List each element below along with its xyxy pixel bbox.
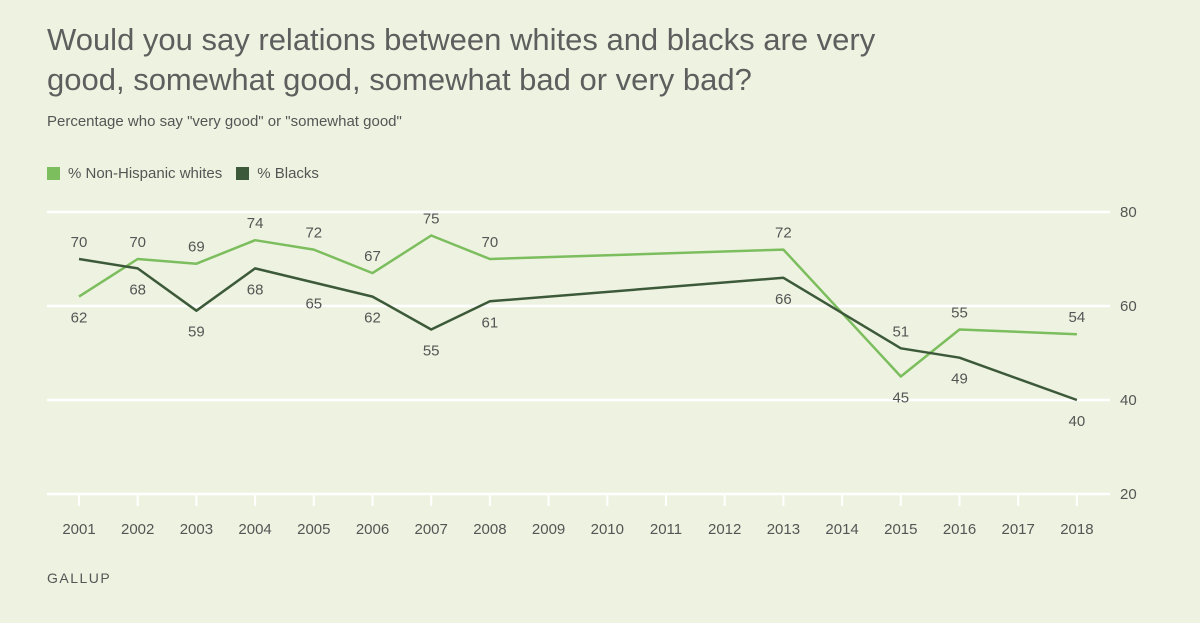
legend-swatch-blacks <box>236 167 250 180</box>
y-tick-label-60: 60 <box>1120 298 1137 315</box>
data-label-blacks-2001: 70 <box>71 234 88 251</box>
data-label-blacks-2013: 66 <box>775 291 792 308</box>
legend: % Non-Hispanic whites % Blacks <box>47 165 333 182</box>
x-tick-label-2016: 2016 <box>943 521 976 538</box>
source-label: GALLUP <box>47 570 112 586</box>
data-label-blacks-2004: 68 <box>247 281 264 298</box>
data-label-blacks-2002: 68 <box>129 281 146 298</box>
x-tick-label-2010: 2010 <box>591 521 624 538</box>
x-tick-label-2013: 2013 <box>767 521 800 538</box>
x-tick-label-2001: 2001 <box>62 521 95 538</box>
x-tick-label-2011: 2011 <box>650 521 682 538</box>
x-tick-label-2007: 2007 <box>415 521 448 538</box>
chart-title: Would you say relations between whites a… <box>47 22 876 97</box>
y-tick-label-40: 40 <box>1120 392 1137 409</box>
data-label-whites-2005: 72 <box>305 225 322 242</box>
data-label-whites-2018: 54 <box>1069 309 1086 326</box>
data-label-blacks-2003: 59 <box>188 324 205 341</box>
data-label-whites-2001: 62 <box>71 310 88 327</box>
data-label-blacks-2006: 62 <box>364 310 381 327</box>
data-label-whites-2016: 55 <box>951 305 968 322</box>
y-tick-label-20: 20 <box>1120 486 1137 503</box>
y-tick-label-80: 80 <box>1120 204 1137 221</box>
data-label-whites-2006: 67 <box>364 248 381 265</box>
x-tick-label-2002: 2002 <box>121 521 154 538</box>
x-tick-label-2017: 2017 <box>1002 521 1035 538</box>
data-label-blacks-2015: 51 <box>892 323 909 340</box>
data-label-whites-2013: 72 <box>775 225 792 242</box>
x-tick-label-2009: 2009 <box>532 521 565 538</box>
data-label-whites-2008: 70 <box>482 234 499 251</box>
data-label-whites-2007: 75 <box>423 211 440 228</box>
x-tick-label-2006: 2006 <box>356 521 389 538</box>
data-label-whites-2002: 70 <box>129 234 146 251</box>
data-label-whites-2015: 45 <box>892 390 909 407</box>
legend-label-blacks: % Blacks <box>257 165 319 182</box>
x-tick-label-2018: 2018 <box>1060 521 1093 538</box>
legend-swatch-whites <box>47 167 60 180</box>
x-tick-label-2008: 2008 <box>473 521 506 538</box>
x-tick-label-2003: 2003 <box>180 521 213 538</box>
data-label-blacks-2018: 40 <box>1069 413 1086 430</box>
data-label-blacks-2016: 49 <box>951 371 968 388</box>
legend-item-blacks: % Blacks <box>236 165 319 182</box>
x-tick-label-2015: 2015 <box>884 521 917 538</box>
legend-item-whites: % Non-Hispanic whites <box>47 165 222 182</box>
x-tick-label-2014: 2014 <box>825 521 858 538</box>
data-label-blacks-2008: 61 <box>482 314 499 331</box>
x-tick-label-2004: 2004 <box>238 521 271 538</box>
data-label-whites-2003: 69 <box>188 239 205 256</box>
legend-label-whites: % Non-Hispanic whites <box>68 165 223 182</box>
series-line-1 <box>78 257 1078 402</box>
data-label-whites-2004: 74 <box>247 215 264 232</box>
series-line-0 <box>78 234 1077 378</box>
chart-subtitle: Percentage who say "very good" or "somew… <box>47 113 402 130</box>
data-label-blacks-2005: 65 <box>305 296 322 313</box>
x-tick-label-2012: 2012 <box>708 521 741 538</box>
data-label-blacks-2007: 55 <box>423 343 440 360</box>
x-tick-label-2005: 2005 <box>297 521 330 538</box>
